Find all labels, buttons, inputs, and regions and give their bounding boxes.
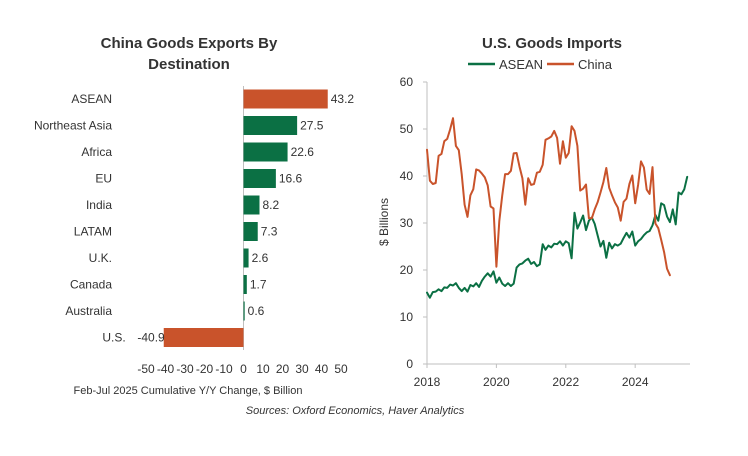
bar-x-tick-50: 50 <box>334 362 348 376</box>
bar-canada <box>243 275 247 294</box>
line-y-tick-40: 40 <box>400 169 414 183</box>
line-chart-title: U.S. Goods Imports <box>482 35 622 52</box>
bar-category-u-s: U.S. <box>102 331 125 345</box>
bar-chart-title-line-1: China Goods Exports By <box>101 35 278 52</box>
bar-category-africa: Africa <box>81 145 112 159</box>
line-y-tick-10: 10 <box>400 310 414 324</box>
bar-value-u-s: -40.9 <box>137 331 165 345</box>
bar-northeast-asia <box>243 116 298 135</box>
bar-category-canada: Canada <box>70 278 112 292</box>
bar-latam <box>243 222 258 241</box>
bar-x-tick-30: -30 <box>176 362 194 376</box>
line-y-tick-30: 30 <box>400 216 414 230</box>
bar-chart-title-line-2: Destination <box>148 56 230 73</box>
line-y-tick-50: 50 <box>400 122 414 136</box>
bar-india <box>243 195 260 215</box>
legend-china-label: China <box>578 57 613 72</box>
line-y-tick-0: 0 <box>406 357 413 371</box>
bar-category-india: India <box>86 198 112 212</box>
bar-x-tick-10: -10 <box>215 362 233 376</box>
bar-chart: 43.2 ASEAN 27.5 Northeast Asia 22.6 Africa 16.… <box>34 86 354 376</box>
bar-category-northeast-asia: Northeast Asia <box>34 119 112 133</box>
line-chart: 0 10 20 30 40 50 60 2018 2020 2022 2024 <box>400 75 690 389</box>
bar-value-africa: 22.6 <box>291 145 315 159</box>
bar-value-latam: 7.3 <box>261 225 278 239</box>
line-x-tick-2022: 2022 <box>552 375 579 389</box>
bar-x-tick-40: -40 <box>157 362 175 376</box>
bar-value-u-k: 2.6 <box>252 251 269 265</box>
bar-chart-x-axis-label: Feb-Jul 2025 Cumulative Y/Y Change, $ Bi… <box>74 385 303 397</box>
line-chart-y-axis-label: $ Billions <box>377 198 391 246</box>
bar-eu <box>243 169 276 188</box>
bar-x-tick-20: -20 <box>196 362 214 376</box>
bar-category-latam: LATAM <box>74 225 112 239</box>
bar-asean <box>243 89 328 109</box>
legend-asean-label: ASEAN <box>499 57 543 72</box>
bar-x-tick-50: -50 <box>137 362 155 376</box>
line-y-tick-20: 20 <box>400 263 414 277</box>
bar-australia <box>243 301 245 321</box>
bar-category-australia: Australia <box>65 304 112 318</box>
line-x-tick-2020: 2020 <box>483 375 510 389</box>
bar-value-australia: 0.6 <box>248 304 265 318</box>
line-x-tick-2018: 2018 <box>414 375 441 389</box>
bar-value-eu: 16.6 <box>279 172 303 186</box>
series-line-asean <box>426 175 689 299</box>
bar-x-tick-30: 30 <box>295 362 309 376</box>
bar-value-canada: 1.7 <box>250 278 267 292</box>
source-note: Sources: Oxford Economics, Haver Analyti… <box>246 405 465 417</box>
bar-category-eu: EU <box>95 172 112 186</box>
bar-africa <box>243 142 288 162</box>
bar-category-u-k: U.K. <box>89 251 112 265</box>
line-y-tick-60: 60 <box>400 75 414 89</box>
bar-u-s <box>163 328 244 347</box>
line-chart-legend: ASEAN China <box>468 57 613 72</box>
bar-x-tick-10: 10 <box>256 362 270 376</box>
bar-u-k <box>243 248 249 268</box>
line-x-tick-2024: 2024 <box>622 375 649 389</box>
bar-value-asean: 43.2 <box>331 92 355 106</box>
series-line-china <box>426 117 671 277</box>
bar-x-tick-20: 20 <box>276 362 290 376</box>
bar-x-tick-40: 40 <box>315 362 329 376</box>
bar-category-asean: ASEAN <box>71 92 112 106</box>
bar-value-india: 8.2 <box>262 198 279 212</box>
bar-value-northeast-asia: 27.5 <box>300 119 324 133</box>
bar-x-tick-0: 0 <box>240 362 247 376</box>
